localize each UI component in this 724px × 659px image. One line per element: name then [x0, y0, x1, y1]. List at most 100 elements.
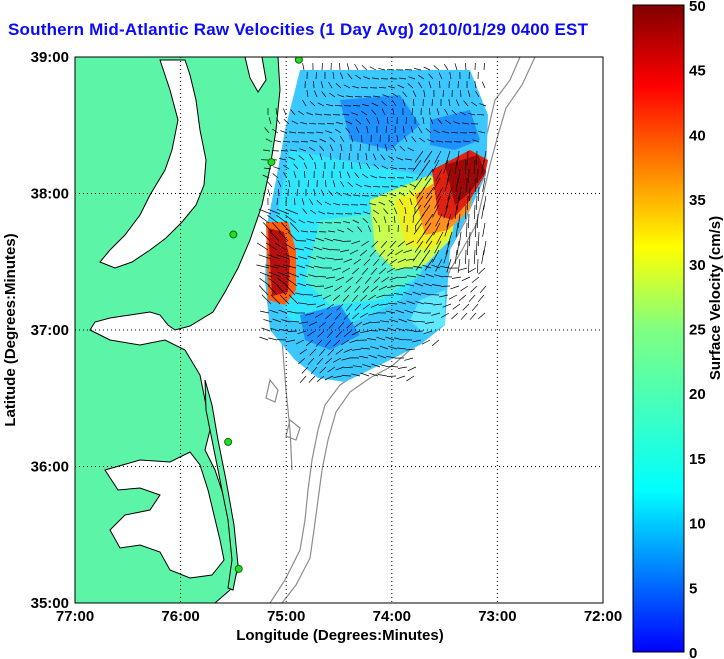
velocity-vector — [381, 101, 388, 107]
velocity-vector — [309, 146, 316, 152]
velocity-vector — [270, 327, 280, 332]
velocity-vector — [313, 246, 323, 251]
velocity-vector — [326, 276, 336, 279]
velocity-vector — [343, 348, 353, 353]
velocity-vector — [287, 330, 298, 332]
velocity-vector — [379, 303, 389, 306]
velocity-vector — [474, 81, 477, 89]
velocity-vector — [361, 240, 370, 247]
velocity-vector — [451, 110, 458, 116]
velocity-vector — [456, 240, 460, 255]
velocity-vector — [406, 300, 416, 305]
velocity-vector — [258, 215, 270, 224]
colorbar-tick-label: 20 — [689, 386, 706, 403]
velocity-vector — [370, 321, 381, 324]
velocity-vector — [455, 177, 459, 192]
velocity-vector — [355, 119, 362, 125]
velocity-vector — [272, 173, 279, 179]
velocity-vector — [378, 249, 386, 258]
velocity-vector — [373, 276, 381, 284]
velocity-vector — [412, 159, 422, 172]
velocity-vector — [298, 155, 305, 161]
velocity-vector — [360, 294, 368, 302]
velocity-vector — [267, 189, 271, 197]
velocity-vector — [319, 145, 325, 152]
velocity-vector — [283, 242, 296, 251]
velocity-vector — [366, 162, 371, 170]
velocity-vector — [256, 264, 270, 269]
velocity-vector — [370, 267, 378, 275]
velocity-vector — [468, 71, 470, 80]
velocity-vector — [477, 186, 480, 202]
velocity-vector — [355, 183, 363, 188]
velocity-vector — [298, 110, 305, 116]
velocity-vector — [472, 139, 480, 143]
velocity-vector — [288, 156, 296, 161]
velocity-vector — [418, 126, 423, 134]
station-marker — [224, 437, 233, 446]
velocity-vector — [310, 140, 318, 143]
velocity-vector — [415, 301, 425, 305]
velocity-vector — [341, 203, 350, 206]
velocity-vector — [362, 321, 372, 326]
velocity-vector — [399, 191, 406, 197]
velocity-vector — [435, 168, 443, 182]
velocity-vector — [370, 346, 380, 350]
velocity-vector — [345, 120, 353, 125]
velocity-vector — [438, 72, 443, 80]
velocity-vector — [397, 240, 406, 247]
velocity-vector — [388, 86, 396, 89]
velocity-vector — [453, 121, 461, 125]
velocity-vector — [454, 249, 458, 264]
velocity-vector — [337, 229, 345, 233]
velocity-vector — [404, 309, 414, 314]
velocity-vector — [325, 257, 335, 260]
velocity-vector — [383, 208, 389, 215]
velocity-vector — [402, 99, 406, 107]
velocity-vector — [388, 155, 395, 161]
velocity-vector — [355, 126, 360, 134]
velocity-vector — [345, 303, 353, 312]
velocity-vector — [360, 86, 369, 89]
velocity-vector — [316, 200, 323, 206]
velocity-vector — [345, 276, 354, 283]
velocity-vector — [363, 76, 371, 80]
velocity-vector — [306, 303, 317, 306]
velocity-vector — [443, 249, 449, 264]
velocity-vector — [349, 339, 359, 344]
velocity-vector — [371, 102, 379, 107]
velocity-vector — [469, 186, 471, 202]
velocity-vector — [467, 150, 469, 166]
velocity-vector — [363, 258, 371, 266]
velocity-vector — [263, 149, 271, 152]
velocity-vector — [394, 337, 404, 341]
velocity-vector — [478, 130, 486, 134]
velocity-vector — [452, 303, 461, 310]
velocity-vector — [353, 258, 362, 265]
velocity-vector — [333, 239, 343, 242]
velocity-vector — [282, 108, 287, 116]
velocity-vector — [465, 204, 467, 220]
velocity-vector — [379, 345, 389, 350]
velocity-vector — [364, 184, 372, 188]
velocity-vector — [432, 159, 440, 173]
velocity-vector — [465, 249, 467, 265]
velocity-vector — [260, 231, 271, 242]
velocity-vector — [363, 211, 371, 215]
colorbar-tick-label: 30 — [689, 257, 706, 274]
velocity-vector — [267, 181, 273, 188]
velocity-vector — [327, 348, 335, 356]
velocity-vector — [371, 109, 377, 116]
velocity-vector — [369, 249, 377, 257]
velocity-vector — [326, 103, 334, 107]
velocity-vector — [277, 278, 289, 287]
velocity-vector — [347, 227, 354, 233]
velocity-vector — [376, 117, 380, 125]
velocity-vector — [283, 264, 297, 269]
velocity-vector — [310, 209, 317, 215]
velocity-vector — [380, 320, 390, 323]
velocity-vector — [359, 249, 368, 257]
velocity-vector — [368, 330, 379, 332]
velocity-vector — [351, 373, 361, 377]
velocity-vector — [304, 170, 306, 179]
